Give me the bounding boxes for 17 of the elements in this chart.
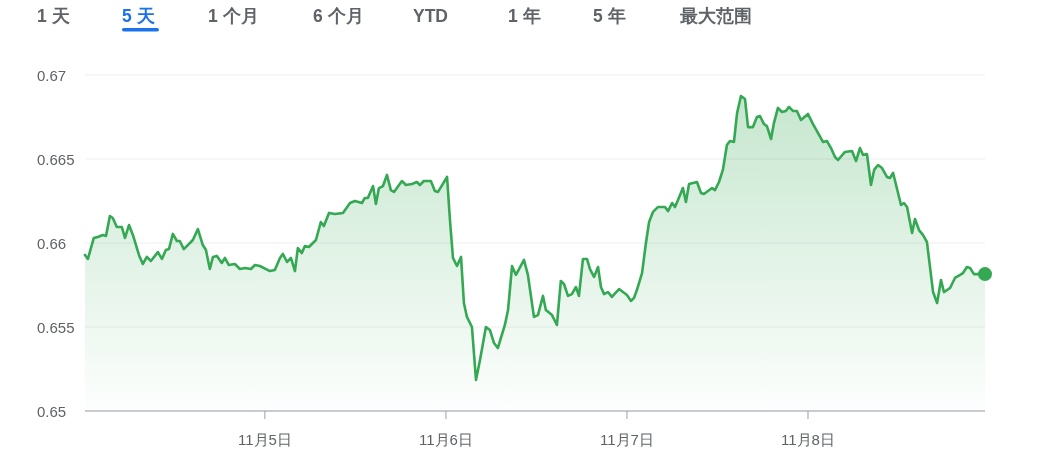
- text: 1 年: [508, 6, 541, 26]
- x-tick-label: 11月6日: [418, 431, 473, 448]
- y-tick-label: 0.655: [37, 318, 75, 336]
- y-tick-label: 0.67: [37, 66, 67, 84]
- x-tick-label: 11月8日: [781, 431, 835, 448]
- y-tick-label: 0.65: [37, 402, 67, 420]
- text: 1 天: [37, 6, 70, 26]
- y-tick-label: 0.665: [37, 150, 75, 168]
- text: 6 个月: [313, 6, 364, 26]
- text: 最大范围: [679, 6, 752, 26]
- text: YTD: [413, 6, 448, 26]
- y-tick-label: 0.66: [37, 234, 67, 252]
- text: 5 年: [593, 6, 626, 26]
- text: 1 个月: [208, 6, 259, 26]
- text: 5 天: [122, 6, 155, 26]
- x-tick-label: 11月5日: [237, 431, 292, 448]
- x-tick-label: 11月7日: [600, 431, 654, 448]
